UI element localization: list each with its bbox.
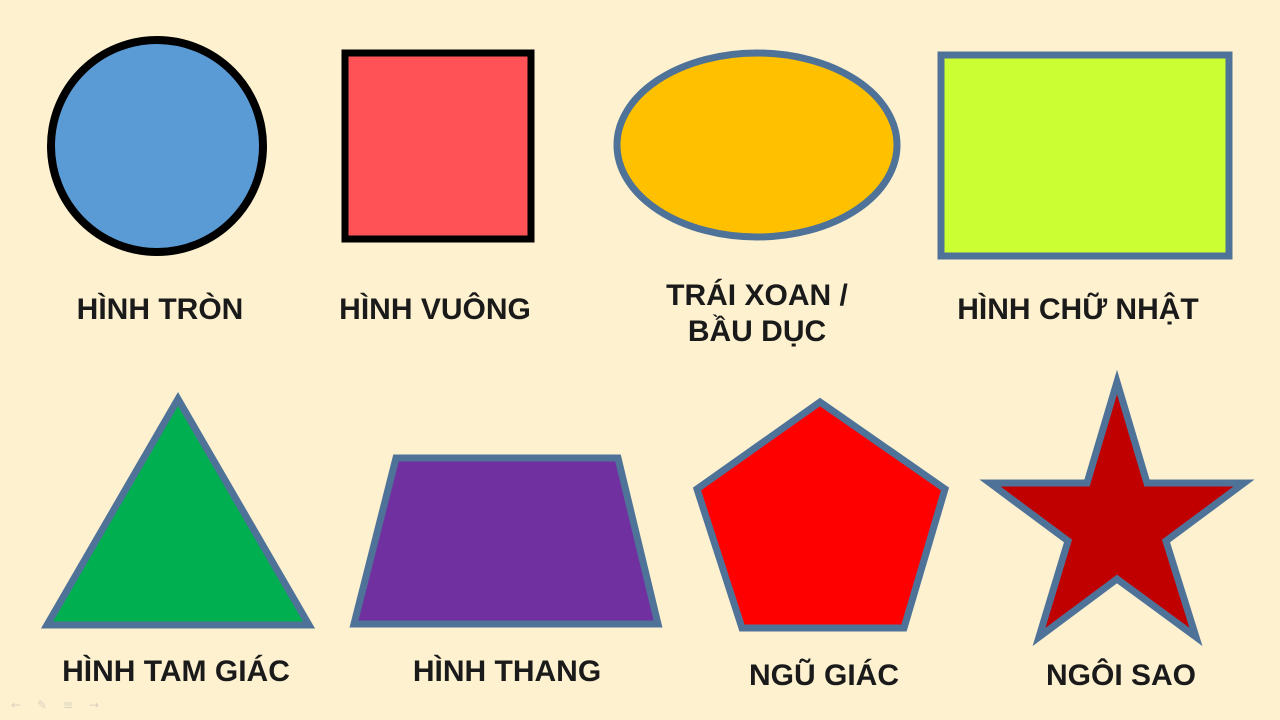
label-triangle: HÌNH TAM GIÁC (62, 655, 290, 688)
label-oval-line-1: TRÁI XOAN / (666, 279, 848, 312)
label-rectangle: HÌNH CHỮ NHẬT (957, 293, 1199, 326)
label-circle: HÌNH TRÒN (76, 293, 244, 326)
square-shape (341, 49, 535, 243)
triangle-shape (40, 392, 316, 629)
trapezoid-shape (349, 454, 663, 628)
menu-icon[interactable]: ≡ (62, 698, 74, 712)
oval-shape (613, 49, 901, 241)
star-shape (979, 369, 1255, 647)
label-trapezoid: HÌNH THANG (412, 655, 602, 688)
circle-shape (47, 36, 267, 256)
pen-icon[interactable]: ✎ (36, 698, 48, 712)
rectangle-shape (937, 51, 1233, 260)
label-oval-line-2: BẦU DỤC (687, 315, 827, 348)
label-square: HÌNH VUÔNG (339, 293, 531, 326)
label-oval: TRÁI XOAN / BẦU DỤC (637, 278, 877, 350)
pentagon-shape (692, 397, 950, 632)
label-star: NGÔI SAO (1045, 659, 1196, 692)
slideshow-nav: ← ✎ ≡ → (8, 698, 102, 712)
arrow-left-icon[interactable]: ← (10, 698, 22, 712)
arrow-right-icon[interactable]: → (88, 698, 100, 712)
label-pentagon: NGŨ GIÁC (749, 659, 899, 692)
